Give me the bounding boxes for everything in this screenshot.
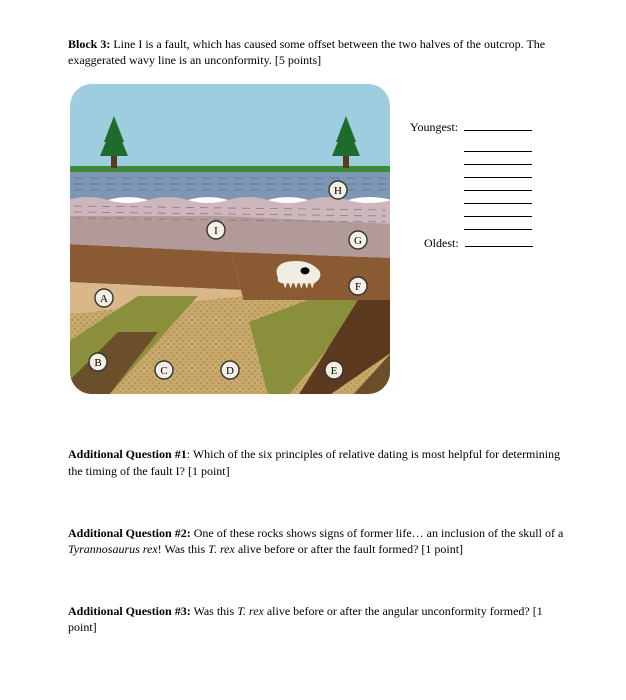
- layer-label-F: F: [349, 277, 367, 295]
- q2-italic1: Tyrannosaurus rex: [68, 542, 158, 556]
- answer-blank[interactable]: [464, 193, 532, 204]
- answer-blanks: Youngest: Oldest:: [410, 82, 533, 257]
- answer-line: [410, 141, 533, 152]
- answer-line: Youngest:: [410, 116, 533, 139]
- layer-label-A: A: [95, 289, 113, 307]
- question-3: Additional Question #3: Was this T. rex …: [68, 603, 566, 635]
- block-header: Block 3: Line I is a fault, which has ca…: [68, 36, 566, 68]
- answer-line: [410, 154, 533, 165]
- answer-blank[interactable]: [464, 141, 532, 152]
- block-header-text: Line I is a fault, which has caused some…: [68, 37, 545, 67]
- answer-blank[interactable]: [465, 236, 533, 247]
- answer-blank[interactable]: [464, 206, 532, 217]
- q2-pre: One of these rocks shows signs of former…: [191, 526, 564, 540]
- svg-text:C: C: [160, 365, 167, 377]
- layer-label-D: D: [221, 361, 239, 379]
- layer-label-C: C: [155, 361, 173, 379]
- answer-blank[interactable]: [464, 167, 532, 178]
- answer-line: [410, 219, 533, 230]
- layer-label-B: B: [89, 353, 107, 371]
- geology-diagram: A B C D E F G H I: [68, 82, 392, 400]
- svg-text:B: B: [94, 357, 101, 369]
- geology-svg: A B C D E F G H I: [68, 82, 392, 396]
- figure-row: A B C D E F G H I Youngest: Oldest:: [68, 82, 566, 400]
- layer-label-H: H: [329, 181, 347, 199]
- svg-text:H: H: [334, 185, 342, 197]
- answer-blank[interactable]: [464, 154, 532, 165]
- answer-line: Oldest:: [410, 232, 533, 255]
- q3-italic: T. rex: [237, 604, 264, 618]
- q2-bold: Additional Question #2:: [68, 526, 191, 540]
- answer-line: [410, 167, 533, 178]
- answer-line: [410, 193, 533, 204]
- answer-blank[interactable]: [464, 180, 532, 191]
- layer-label-E: E: [325, 361, 343, 379]
- q2-mid: ! Was this: [158, 542, 208, 556]
- answer-line: [410, 206, 533, 217]
- oldest-label: Oldest:: [424, 232, 459, 255]
- svg-text:G: G: [354, 235, 362, 247]
- svg-text:F: F: [355, 281, 361, 293]
- answer-blank[interactable]: [464, 120, 532, 131]
- q1-bold: Additional Question #1: [68, 447, 187, 461]
- layer-label-G: G: [349, 231, 367, 249]
- q3-pre: Was this: [191, 604, 237, 618]
- svg-text:I: I: [214, 225, 218, 237]
- svg-text:A: A: [100, 293, 108, 305]
- svg-text:D: D: [226, 365, 234, 377]
- block-header-bold: Block 3:: [68, 37, 110, 51]
- question-1: Additional Question #1: Which of the six…: [68, 446, 566, 478]
- layer-label-I: I: [207, 221, 225, 239]
- q2-post: alive before or after the fault formed? …: [235, 542, 463, 556]
- answer-line: [410, 180, 533, 191]
- q3-bold: Additional Question #3:: [68, 604, 191, 618]
- q2-italic2: T. rex: [208, 542, 235, 556]
- youngest-label: Youngest:: [410, 116, 458, 139]
- answer-blank[interactable]: [464, 219, 532, 230]
- svg-text:E: E: [331, 365, 338, 377]
- question-2: Additional Question #2: One of these roc…: [68, 525, 566, 557]
